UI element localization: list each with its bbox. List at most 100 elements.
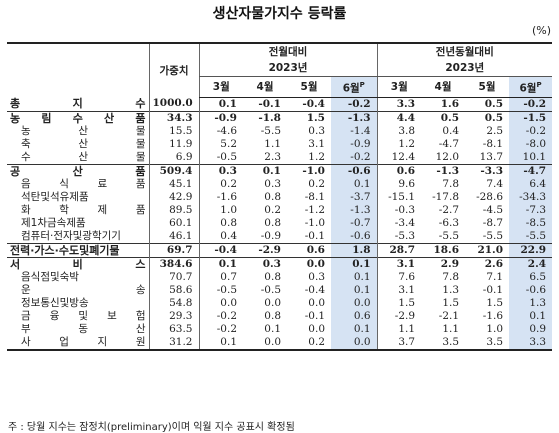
mom-value-cell: -1.0 xyxy=(304,216,325,229)
header-weight: 가중치 xyxy=(148,42,199,97)
mom-value-cell: -0.4 xyxy=(302,97,325,110)
mom-value-cell: -8.1 xyxy=(304,190,325,203)
row-label: 정보통신및방송 xyxy=(21,296,89,309)
yoy-value-cell: -4.5 xyxy=(482,203,504,216)
row-label: 석탄및석유제품 xyxy=(21,190,89,203)
row-label: 축 산 물 xyxy=(21,137,146,150)
mom-value-cell: 0.2 xyxy=(308,177,325,190)
yoy-value-cell: 1.1 xyxy=(376,322,422,336)
mom-month-header: 4월 xyxy=(243,76,287,98)
row-label: 수 산 물 xyxy=(21,150,146,163)
mom-value-cell: -0.1 xyxy=(258,97,281,110)
weight-cell: 509.4 xyxy=(148,163,199,178)
mom-value-cell: 0.0 xyxy=(198,296,243,310)
mom-value-cell: -1.8 xyxy=(243,110,287,125)
mom-value-cell: -0.5 xyxy=(198,283,243,297)
mom-value-cell: 0.3 xyxy=(243,256,287,271)
mom-month-header: 3월 xyxy=(198,76,243,98)
yoy-value-cell: 1.0 xyxy=(486,322,504,335)
yoy-value-cell: 7.8 xyxy=(442,270,460,283)
yoy-value-cell: 22.9 xyxy=(509,242,553,257)
yoy-value-cell: -0.1 xyxy=(482,283,504,296)
weight-cell: 34.3 xyxy=(148,110,199,125)
mom-value-cell: 0.0 xyxy=(308,322,325,335)
mom-value-cell: -0.4 xyxy=(198,242,243,257)
table-row: 공 산 품 509.4 0.3 0.1 -1.0 -0.6 0.6 -1.3 -3.3 -4.7 xyxy=(7,163,553,178)
mom-value-cell: 0.7 xyxy=(198,270,243,284)
mom-value-cell: 0.8 xyxy=(264,190,281,203)
mom-value-cell: 0.0 xyxy=(287,256,331,271)
mom-value-cell: 0.1 xyxy=(198,335,243,350)
mom-value-cell: 0.1 xyxy=(264,322,281,335)
weight-cell: 54.8 xyxy=(148,296,199,310)
yoy-value-cell: -8.0 xyxy=(509,137,553,151)
yoy-value-cell: 18.6 xyxy=(421,242,466,257)
mom-value-cell: 0.1 xyxy=(331,322,378,336)
mom-value-cell: -0.2 xyxy=(331,97,378,111)
mom-value-cell: 0.2 xyxy=(308,335,325,348)
table-row: 제1차금속제품 60.1 0.8 0.8 -1.0 -0.7 -3.4 -6.3 -8.7 -8.… xyxy=(7,216,553,230)
weight-cell: 384.6 xyxy=(148,256,199,271)
yoy-value-cell: -8.1 xyxy=(482,137,504,150)
mom-value-cell: 0.1 xyxy=(198,97,243,111)
table-row: 석탄및석유제품 42.9 -1.6 0.8 -8.1 -3.7 -15.1 -17.8 -28.… xyxy=(7,190,553,204)
header-yoy-group: 전년동월대비 xyxy=(376,42,553,60)
yoy-value-cell: 13.7 xyxy=(479,150,504,163)
table-row: 금 융 및 보 험 29.3 -0.2 0.8 -0.1 0.6 -2.9 -2.1 -1.6 0… xyxy=(7,309,553,323)
yoy-value-cell: 12.0 xyxy=(435,150,460,163)
weight-cell: 11.9 xyxy=(148,137,199,151)
yoy-value-cell: 1.1 xyxy=(442,322,460,335)
mom-value-cell: -1.3 xyxy=(331,110,378,125)
table-row: 농 산 물 15.5 -4.6 -5.5 0.3 -1.4 3.8 0.4 2.5 -0.2 xyxy=(7,124,553,138)
mom-month-header: 6월P xyxy=(331,76,378,98)
yoy-value-cell: 7.1 xyxy=(486,270,504,283)
mom-value-cell: 0.1 xyxy=(198,256,243,271)
yoy-value-cell: 1.3 xyxy=(442,283,460,296)
weight-cell: 29.3 xyxy=(148,309,199,323)
table-title: 생산자물가지수 등락률 xyxy=(212,6,347,22)
yoy-value-cell: 0.5 xyxy=(421,110,466,125)
mom-value-cell: 1.5 xyxy=(287,110,331,125)
yoy-value-cell: -3.4 xyxy=(376,216,422,230)
mom-value-cell: 0.6 xyxy=(331,309,378,323)
mom-value-cell: 0.3 xyxy=(264,177,281,190)
table-row: 화 학 제 품 89.5 1.0 0.2 -1.2 -1.3 -0.3 -2.7 -4.5 -7.… xyxy=(7,203,553,217)
yoy-month-header: 6월P xyxy=(509,76,553,98)
yoy-value-cell: 1.5 xyxy=(486,296,504,309)
mom-value-cell: 3.1 xyxy=(308,137,325,150)
mom-value-cell: -0.2 xyxy=(198,322,243,336)
weight-cell: 89.5 xyxy=(148,203,199,217)
yoy-value-cell: -0.3 xyxy=(376,203,422,217)
yoy-value-cell: 3.8 xyxy=(376,124,422,138)
yoy-value-cell: -8.7 xyxy=(482,216,504,229)
mom-value-cell: -0.9 xyxy=(198,110,243,125)
yoy-value-cell: 0.5 xyxy=(465,110,510,125)
table-row: 컴퓨터·전자및광학기기 46.1 0.4 -0.9 -0.1 -0.6 -5.3 -5.5 -5… xyxy=(7,229,553,243)
yoy-value-cell: 21.0 xyxy=(465,242,510,257)
yoy-month-header: 4월 xyxy=(421,76,466,98)
mom-value-cell: -1.6 xyxy=(198,190,243,204)
yoy-value-cell: 2.6 xyxy=(465,256,510,271)
yoy-value-cell: -5.5 xyxy=(509,229,553,243)
mom-value-cell: 1.8 xyxy=(331,242,378,257)
yoy-value-cell: -7.3 xyxy=(509,203,553,217)
yoy-value-cell: 2.4 xyxy=(509,256,553,271)
yoy-value-cell: -5.3 xyxy=(376,229,422,243)
yoy-value-cell: -4.7 xyxy=(438,137,460,150)
yoy-value-cell: 0.6 xyxy=(376,163,422,178)
yoy-value-cell: -17.8 xyxy=(432,190,460,203)
yoy-value-cell: 1.5 xyxy=(376,296,422,310)
yoy-value-cell: -2.7 xyxy=(438,203,460,216)
table-row: 부 동 산 63.5 -0.2 0.1 0.0 0.1 1.1 1.1 1.0 0.9 xyxy=(7,322,553,336)
table-row: 정보통신및방송 54.8 0.0 0.0 0.0 0.0 1.5 1.5 1.5 1.3 xyxy=(7,296,553,310)
weight-cell: 45.1 xyxy=(148,177,199,191)
header-mom-year: 2023년 xyxy=(198,60,378,77)
table-row: 수 산 물 6.9 -0.5 2.3 1.2 -0.2 12.4 12.0 13.7 10.1 xyxy=(7,150,553,164)
yoy-value-cell: 1.2 xyxy=(376,137,422,151)
table-row: 전력·가스·수도및폐기물 69.7 -0.4 -2.9 0.6 1.8 28.7 18.6 21… xyxy=(7,242,553,257)
mom-value-cell: 0.6 xyxy=(287,242,331,257)
mom-value-cell: 1.2 xyxy=(308,150,325,163)
yoy-value-cell: -5.5 xyxy=(482,229,504,242)
yoy-value-cell: 1.6 xyxy=(440,97,460,110)
weight-cell: 31.2 xyxy=(148,335,199,350)
